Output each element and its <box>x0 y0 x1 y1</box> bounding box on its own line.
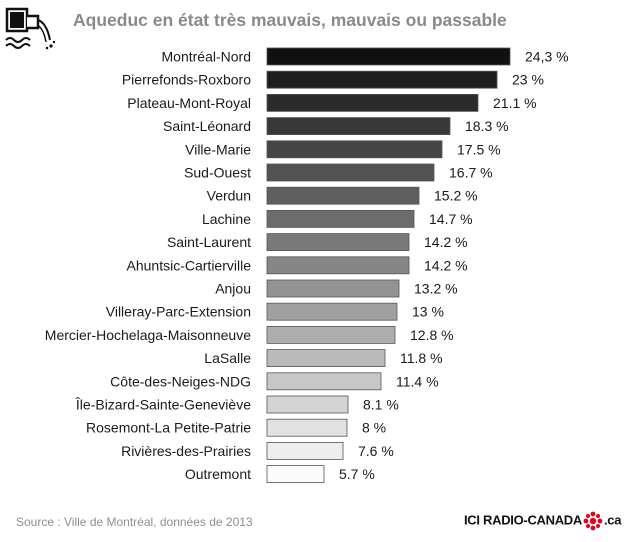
value-label: 8.1 % <box>363 397 399 413</box>
category-label: Ahuntsic-Cartierville <box>127 257 252 273</box>
bar <box>266 349 386 368</box>
category-label: Verdun <box>207 188 251 204</box>
bar <box>266 441 344 460</box>
bar <box>266 233 410 252</box>
category-label: Rivières-des-Prairies <box>121 443 251 459</box>
category-label: Côte-des-Neiges-NDG <box>110 373 251 389</box>
bar <box>266 94 479 112</box>
value-label: 21.1 % <box>493 95 537 111</box>
brand-domain: .ca <box>603 512 622 528</box>
bar <box>266 395 349 414</box>
value-label: 14.7 % <box>429 211 473 227</box>
value-label: 8 % <box>362 420 386 436</box>
category-label: Villeray-Parc-Extension <box>106 304 251 320</box>
category-label: Anjou <box>215 281 251 297</box>
value-label: 13.2 % <box>414 281 458 297</box>
value-label: 18.3 % <box>465 118 509 134</box>
radio-canada-gem-icon <box>583 511 603 531</box>
bar <box>266 163 435 182</box>
value-label: 15.2 % <box>434 188 478 204</box>
value-label: 11.4 % <box>396 373 439 389</box>
bar <box>266 302 398 321</box>
source-note: Source : Ville de Montréal, données de 2… <box>16 515 253 529</box>
bar <box>266 372 382 391</box>
value-label: 24,3 % <box>525 49 569 65</box>
bar <box>266 418 348 437</box>
brand-name: ICI RADIO-CANADA <box>464 512 582 528</box>
category-label: Montréal-Nord <box>162 49 251 65</box>
category-label: Pierrefonds-Roxboro <box>122 72 251 88</box>
chart-title: Aqueduc en état très mauvais, mauvais ou… <box>73 10 507 30</box>
value-label: 14.2 % <box>424 234 468 250</box>
bar <box>266 70 498 89</box>
value-label: 23 % <box>512 72 544 88</box>
category-label: LaSalle <box>204 350 251 366</box>
bar-chart: Montréal-Nord 24,3 % Pierrefonds-Roxboro 23… <box>45 47 569 484</box>
category-label: Lachine <box>202 211 251 227</box>
category-label: Île-Bizard-Sainte-Geneviève <box>75 397 251 413</box>
bar <box>266 47 511 66</box>
bar <box>266 186 420 205</box>
category-label: Rosemont-La Petite-Patrie <box>86 420 251 436</box>
value-label: 7.6 % <box>358 443 394 459</box>
bar <box>266 279 400 298</box>
category-label: Mercier-Hochelaga-Maisonneuve <box>45 327 251 343</box>
bar <box>266 209 415 228</box>
category-label: Sud-Ouest <box>184 165 251 181</box>
bar <box>266 140 443 159</box>
value-label: 5.7 % <box>339 466 375 482</box>
value-label: 11.8 % <box>400 350 443 366</box>
category-label: Outremont <box>185 466 251 482</box>
value-label: 16.7 % <box>449 165 493 181</box>
category-label: Plateau-Mont-Royal <box>127 95 251 111</box>
value-label: 17.5 % <box>457 141 501 157</box>
bar <box>266 465 325 484</box>
brand-logo: ICI RADIO-CANADA .ca <box>464 511 621 531</box>
value-label: 14.2 % <box>424 257 468 273</box>
bar <box>266 117 451 135</box>
water-pipe-icon <box>5 7 56 50</box>
value-label: 12.8 % <box>410 327 454 343</box>
category-label: Ville-Marie <box>185 141 251 157</box>
bar <box>266 256 410 275</box>
category-label: Saint-Laurent <box>167 234 251 250</box>
bar <box>266 325 396 344</box>
category-label: Saint-Léonard <box>163 118 251 134</box>
value-label: 13 % <box>412 304 444 320</box>
